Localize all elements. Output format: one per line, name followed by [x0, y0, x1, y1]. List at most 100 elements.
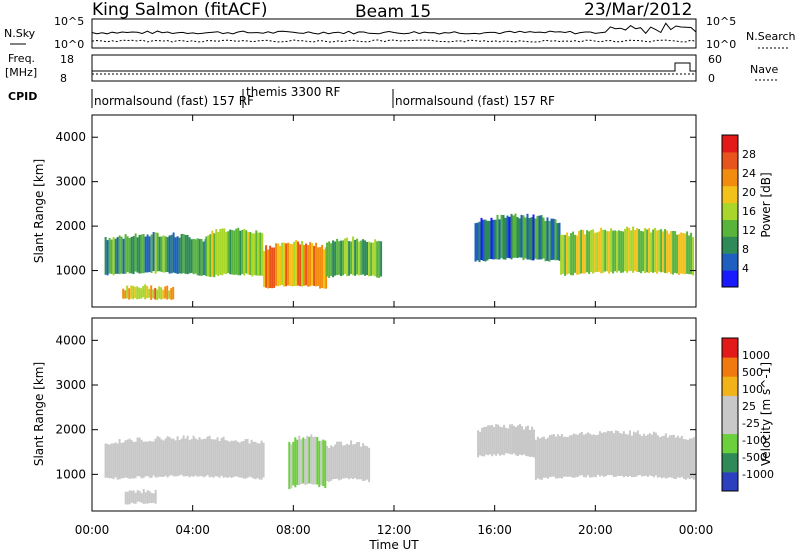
power-colorbar-frame: [721, 134, 739, 288]
velocity-colorbar-swatch-7: [722, 338, 738, 358]
beam-title: Beam 15: [355, 2, 431, 22]
x-tick-label-1: 04:00: [175, 523, 210, 537]
velocity-colorbar-tick-7: 1000: [742, 349, 770, 362]
power-ytick-label-0: 1000: [55, 264, 86, 278]
velocity-ytick-label-3: 4000: [55, 333, 86, 347]
velocity-colorbar-tick-6: 500: [742, 366, 763, 379]
power-colorbar-tick-5: 24: [742, 167, 756, 180]
station-title: King Salmon (fitACF): [92, 0, 268, 20]
power-band-3: [263, 240, 328, 289]
x-axis: 00:00 04:00 08:00 12:00 16:00 20:00 00:00: [75, 115, 714, 537]
cpid-mode-1: normalsound (fast) 157 RF: [94, 94, 254, 108]
power-colorbar-swatch-3: [722, 219, 738, 237]
noise-left-tick-high: 10^5: [54, 15, 84, 28]
power-colorbar-tick-3: 16: [742, 205, 756, 218]
velocity-ytick-label-2: 3000: [55, 378, 86, 392]
freq-panel-frame: [91, 54, 697, 82]
power-panel-frame: [91, 114, 697, 308]
cpid-label: CPID: [8, 90, 37, 103]
power-colorbar-swatch-2: [722, 236, 738, 254]
freq-left-tick-high: 18: [60, 53, 74, 66]
power-colorbar-swatch-7: [722, 151, 738, 170]
x-axis-title: Time UT: [368, 538, 419, 552]
velocity-band-5: [534, 430, 695, 480]
power-colorbar-tick-4: 20: [742, 186, 756, 199]
power-colorbar-swatch-6: [722, 168, 738, 187]
velocity-colorbar-swatch-5: [722, 376, 738, 396]
velocity-colorbar-frame: [721, 337, 739, 492]
power-band-6: [560, 226, 695, 276]
freq-right-tick-low: 0: [708, 72, 715, 85]
power-band-1: [122, 284, 175, 301]
velocity-ylabel: Slant Range [km]: [32, 362, 46, 466]
noise-panel: N.Sky 10^5 10^0 10^5 10^0 N.Search: [4, 15, 796, 51]
power-colorbar-swatch-0: [722, 270, 738, 288]
power-colorbar-tick-2: 12: [742, 224, 756, 237]
power-colorbar-tick-0: 4: [742, 262, 749, 275]
power-colorbar-tick-1: 8: [742, 243, 749, 256]
cpid-panel: CPID normalsound (fast) 157 RF themis 33…: [8, 85, 555, 108]
velocity-colorbar-tick-5: 100: [742, 383, 763, 396]
power-band-5: [474, 213, 561, 263]
power-y-ticks: 1000 2000 3000 4000: [55, 130, 696, 278]
power-ytick-label-3: 4000: [55, 130, 86, 144]
nave-label: Nave: [750, 63, 778, 76]
cpid-mode-3: normalsound (fast) 157 RF: [395, 94, 555, 108]
velocity-ytick-label-1: 2000: [55, 423, 86, 437]
velocity-colorbar-swatch-4: [722, 395, 738, 415]
velocity-colorbar-swatch-3: [722, 414, 738, 435]
freq-right-tick-high: 60: [708, 53, 722, 66]
velocity-colorbar-tick-4: 25: [742, 400, 756, 413]
velocity-colorbar-tick-3: -25: [742, 417, 760, 430]
power-colorbar-swatch-1: [722, 253, 738, 271]
power-colorbar-tick-6: 28: [742, 148, 756, 161]
power-colorbar-swatch-5: [722, 185, 738, 204]
noise-right-tick-high: 10^5: [706, 15, 736, 28]
velocity-colorbar-label: Velocity [m s^-1]: [759, 362, 773, 466]
power-band-2: [205, 227, 264, 278]
power-colorbar: 4 8 12 16 20 24 28: [721, 134, 756, 288]
power-colorbar-swatch-4: [722, 202, 738, 220]
n-search-label: N.Search: [746, 30, 796, 43]
x-tick-label-2: 08:00: [276, 523, 311, 537]
velocity-colorbar-swatch-2: [722, 433, 738, 454]
freq-panel: Freq. [MHz] 18 8 60 0 Nave: [5, 52, 778, 85]
n-search-trace: [91, 39, 697, 43]
x-tick-label-3: 12:00: [377, 523, 412, 537]
power-ytick-label-2: 3000: [55, 175, 86, 189]
power-ylabel: Slant Range [km]: [32, 159, 46, 263]
n-sky-trace: [91, 22, 697, 35]
velocity-band-4: [477, 424, 535, 458]
velocity-panel-frame: [91, 317, 697, 512]
velocity-colorbar-tick-0: -1000: [742, 468, 774, 481]
velocity-colorbar-tick-1: -500: [742, 451, 767, 464]
freq-unit-label: [MHz]: [5, 66, 37, 79]
power-ytick-label-1: 2000: [55, 219, 86, 233]
velocity-colorbar-swatch-6: [722, 357, 738, 377]
velocity-band-0: [104, 435, 265, 480]
velocity-band-3: [326, 440, 371, 483]
x-tick-label-0: 00:00: [75, 523, 110, 537]
freq-trace: [92, 62, 696, 72]
freq-label: Freq.: [8, 52, 35, 65]
velocity-ytick-label-0: 1000: [55, 467, 86, 481]
velocity-y-ticks: 1000 2000 3000 4000: [55, 333, 696, 481]
velocity-band-2: [288, 434, 327, 490]
velocity-colorbar: -1000 -500 -100 -25 25 100 500 1000: [721, 337, 774, 492]
velocity-colorbar-tick-2: -100: [742, 434, 767, 447]
noise-left-tick-low: 10^0: [54, 38, 84, 51]
noise-panel-frame: [91, 18, 697, 49]
x-tick-label-6: 00:00: [679, 523, 714, 537]
velocity-band-1: [124, 489, 157, 505]
velocity-colorbar-swatch-1: [722, 452, 738, 473]
date-title: 23/Mar/2012: [584, 0, 692, 20]
power-band-0: [104, 232, 207, 276]
x-tick-label-4: 16:00: [477, 523, 512, 537]
power-panel: 1000 2000 3000 4000 Slant Range [km] 4 8 12 16…: [32, 114, 773, 308]
n-sky-label: N.Sky: [4, 27, 36, 40]
power-colorbar-swatch-8: [722, 135, 738, 153]
velocity-data: [104, 424, 695, 505]
